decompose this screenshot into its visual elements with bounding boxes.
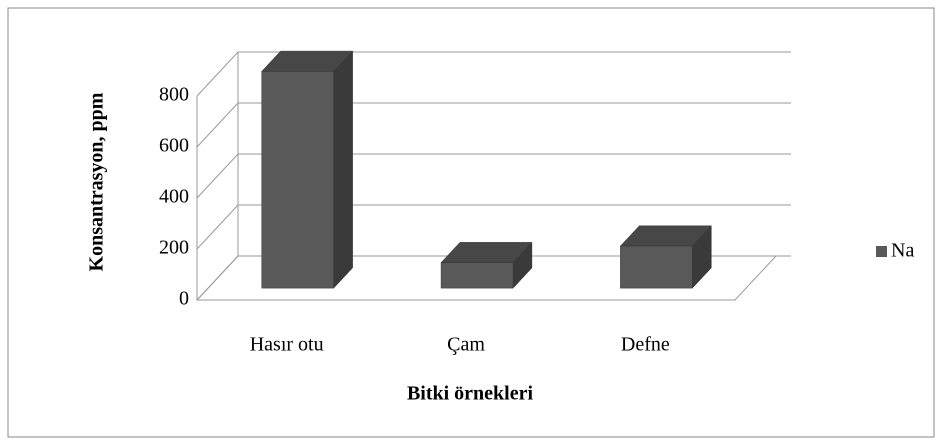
grid-line <box>196 102 791 148</box>
bar <box>261 71 334 289</box>
y-tick-label: 0 <box>179 288 189 310</box>
bar <box>620 245 693 289</box>
y-tick-label: 400 <box>159 186 189 208</box>
x-tick-label: Çam <box>447 334 485 356</box>
y-tick-label: 600 <box>159 135 189 157</box>
grid-line <box>196 204 791 250</box>
grid-line <box>196 153 791 199</box>
x-axis-title: Bitki örnekleri <box>407 383 534 405</box>
x-tick-label: Defne <box>621 334 670 356</box>
bar <box>440 262 514 289</box>
grid-line <box>196 51 791 97</box>
grid-line <box>196 255 791 301</box>
legend-label: Na <box>891 240 914 262</box>
chart-border <box>7 7 935 438</box>
bar-side <box>333 50 353 289</box>
y-tick-label: 800 <box>159 84 189 106</box>
y-axis-title: Konsantrasyon, ppm <box>86 92 108 271</box>
legend-swatch <box>876 246 887 257</box>
x-tick-label: Hasır otu <box>250 334 324 356</box>
y-tick-label: 200 <box>159 237 189 259</box>
